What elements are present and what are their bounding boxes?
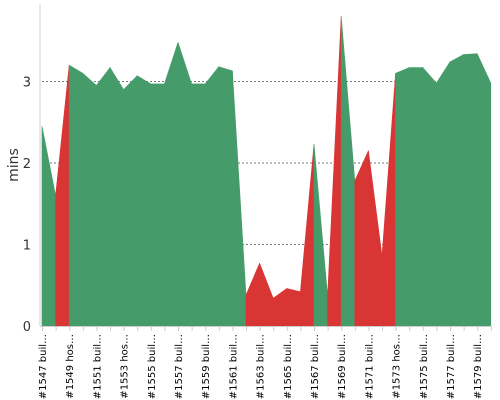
area-segment-success[interactable] — [395, 67, 410, 327]
area-segment-success[interactable] — [68, 64, 84, 327]
x-tick-label: #1557 buil… — [174, 334, 185, 399]
area-segment-success[interactable] — [408, 67, 424, 327]
area-segment-success[interactable] — [313, 144, 328, 327]
area-layer — [41, 16, 492, 327]
area-segment-success[interactable] — [449, 54, 464, 327]
x-tick-label: #1571 buil… — [364, 334, 375, 399]
area-segment-success[interactable] — [476, 53, 492, 327]
x-tick-label: #1563 buil… — [256, 334, 267, 399]
area-segment-success[interactable] — [82, 72, 97, 327]
x-tick-label: #1547 buil… — [38, 334, 49, 399]
area-segment-success[interactable] — [41, 126, 56, 327]
area-segment-failure[interactable] — [259, 263, 274, 327]
area-segment-failure[interactable] — [55, 65, 70, 327]
area-segment-success[interactable] — [218, 66, 233, 327]
area-segment-success[interactable] — [191, 83, 206, 327]
x-tick-label: #1579 buil… — [473, 334, 484, 399]
area-segment-success[interactable] — [340, 16, 356, 327]
area-segment-success[interactable] — [136, 75, 152, 327]
x-tick-label: #1555 buil… — [147, 334, 158, 399]
x-tick-label: #1559 buil… — [201, 334, 212, 399]
x-tick-label: #1549 hos… — [65, 334, 76, 399]
y-tick-label: 3 — [23, 75, 31, 90]
area-segment-success[interactable] — [463, 53, 478, 327]
y-tick-label: 0 — [23, 320, 31, 335]
area-segment-failure[interactable] — [354, 150, 369, 327]
area-segment-failure[interactable] — [327, 16, 342, 327]
area-segment-success[interactable] — [204, 65, 220, 327]
x-tick-label: #1575 buil… — [419, 334, 430, 399]
area-segment-failure[interactable] — [245, 263, 260, 327]
area-segment-success[interactable] — [96, 66, 111, 327]
area-segment-failure[interactable] — [286, 288, 301, 327]
x-tick-label: #1567 buil… — [310, 334, 321, 399]
x-tick-label: #1553 hos… — [120, 334, 131, 399]
area-segment-success[interactable] — [123, 75, 138, 327]
area-segment-success[interactable] — [422, 66, 437, 327]
x-tick-label: #1551 buil… — [92, 334, 103, 399]
x-tick-label: #1577 buil… — [446, 334, 457, 399]
y-tick-label: 1 — [23, 238, 31, 253]
area-segment-failure[interactable] — [300, 144, 315, 327]
y-axis-label: mins — [6, 148, 22, 182]
x-tick-label: #1569 buil… — [337, 334, 348, 399]
area-segment-success[interactable] — [164, 42, 179, 327]
area-segment-success[interactable] — [177, 42, 192, 327]
x-tick-label: #1565 buil… — [283, 334, 294, 399]
area-segment-success[interactable] — [232, 70, 247, 327]
area-segment-success[interactable] — [436, 60, 451, 327]
x-tick-label: #1573 hos… — [392, 334, 403, 399]
area-segment-failure[interactable] — [381, 73, 396, 327]
area-segment-success[interactable] — [109, 66, 124, 327]
x-tick-label: #1561 buil… — [228, 334, 239, 399]
axis-layer: 0 1 2 3 #1547 buil… #1549 hos… #1551 buil… #155… — [23, 4, 492, 399]
area-segment-failure[interactable] — [368, 150, 383, 327]
y-tick-label: 2 — [23, 157, 31, 172]
area-segment-success[interactable] — [150, 83, 165, 327]
area-segment-failure[interactable] — [272, 287, 288, 327]
